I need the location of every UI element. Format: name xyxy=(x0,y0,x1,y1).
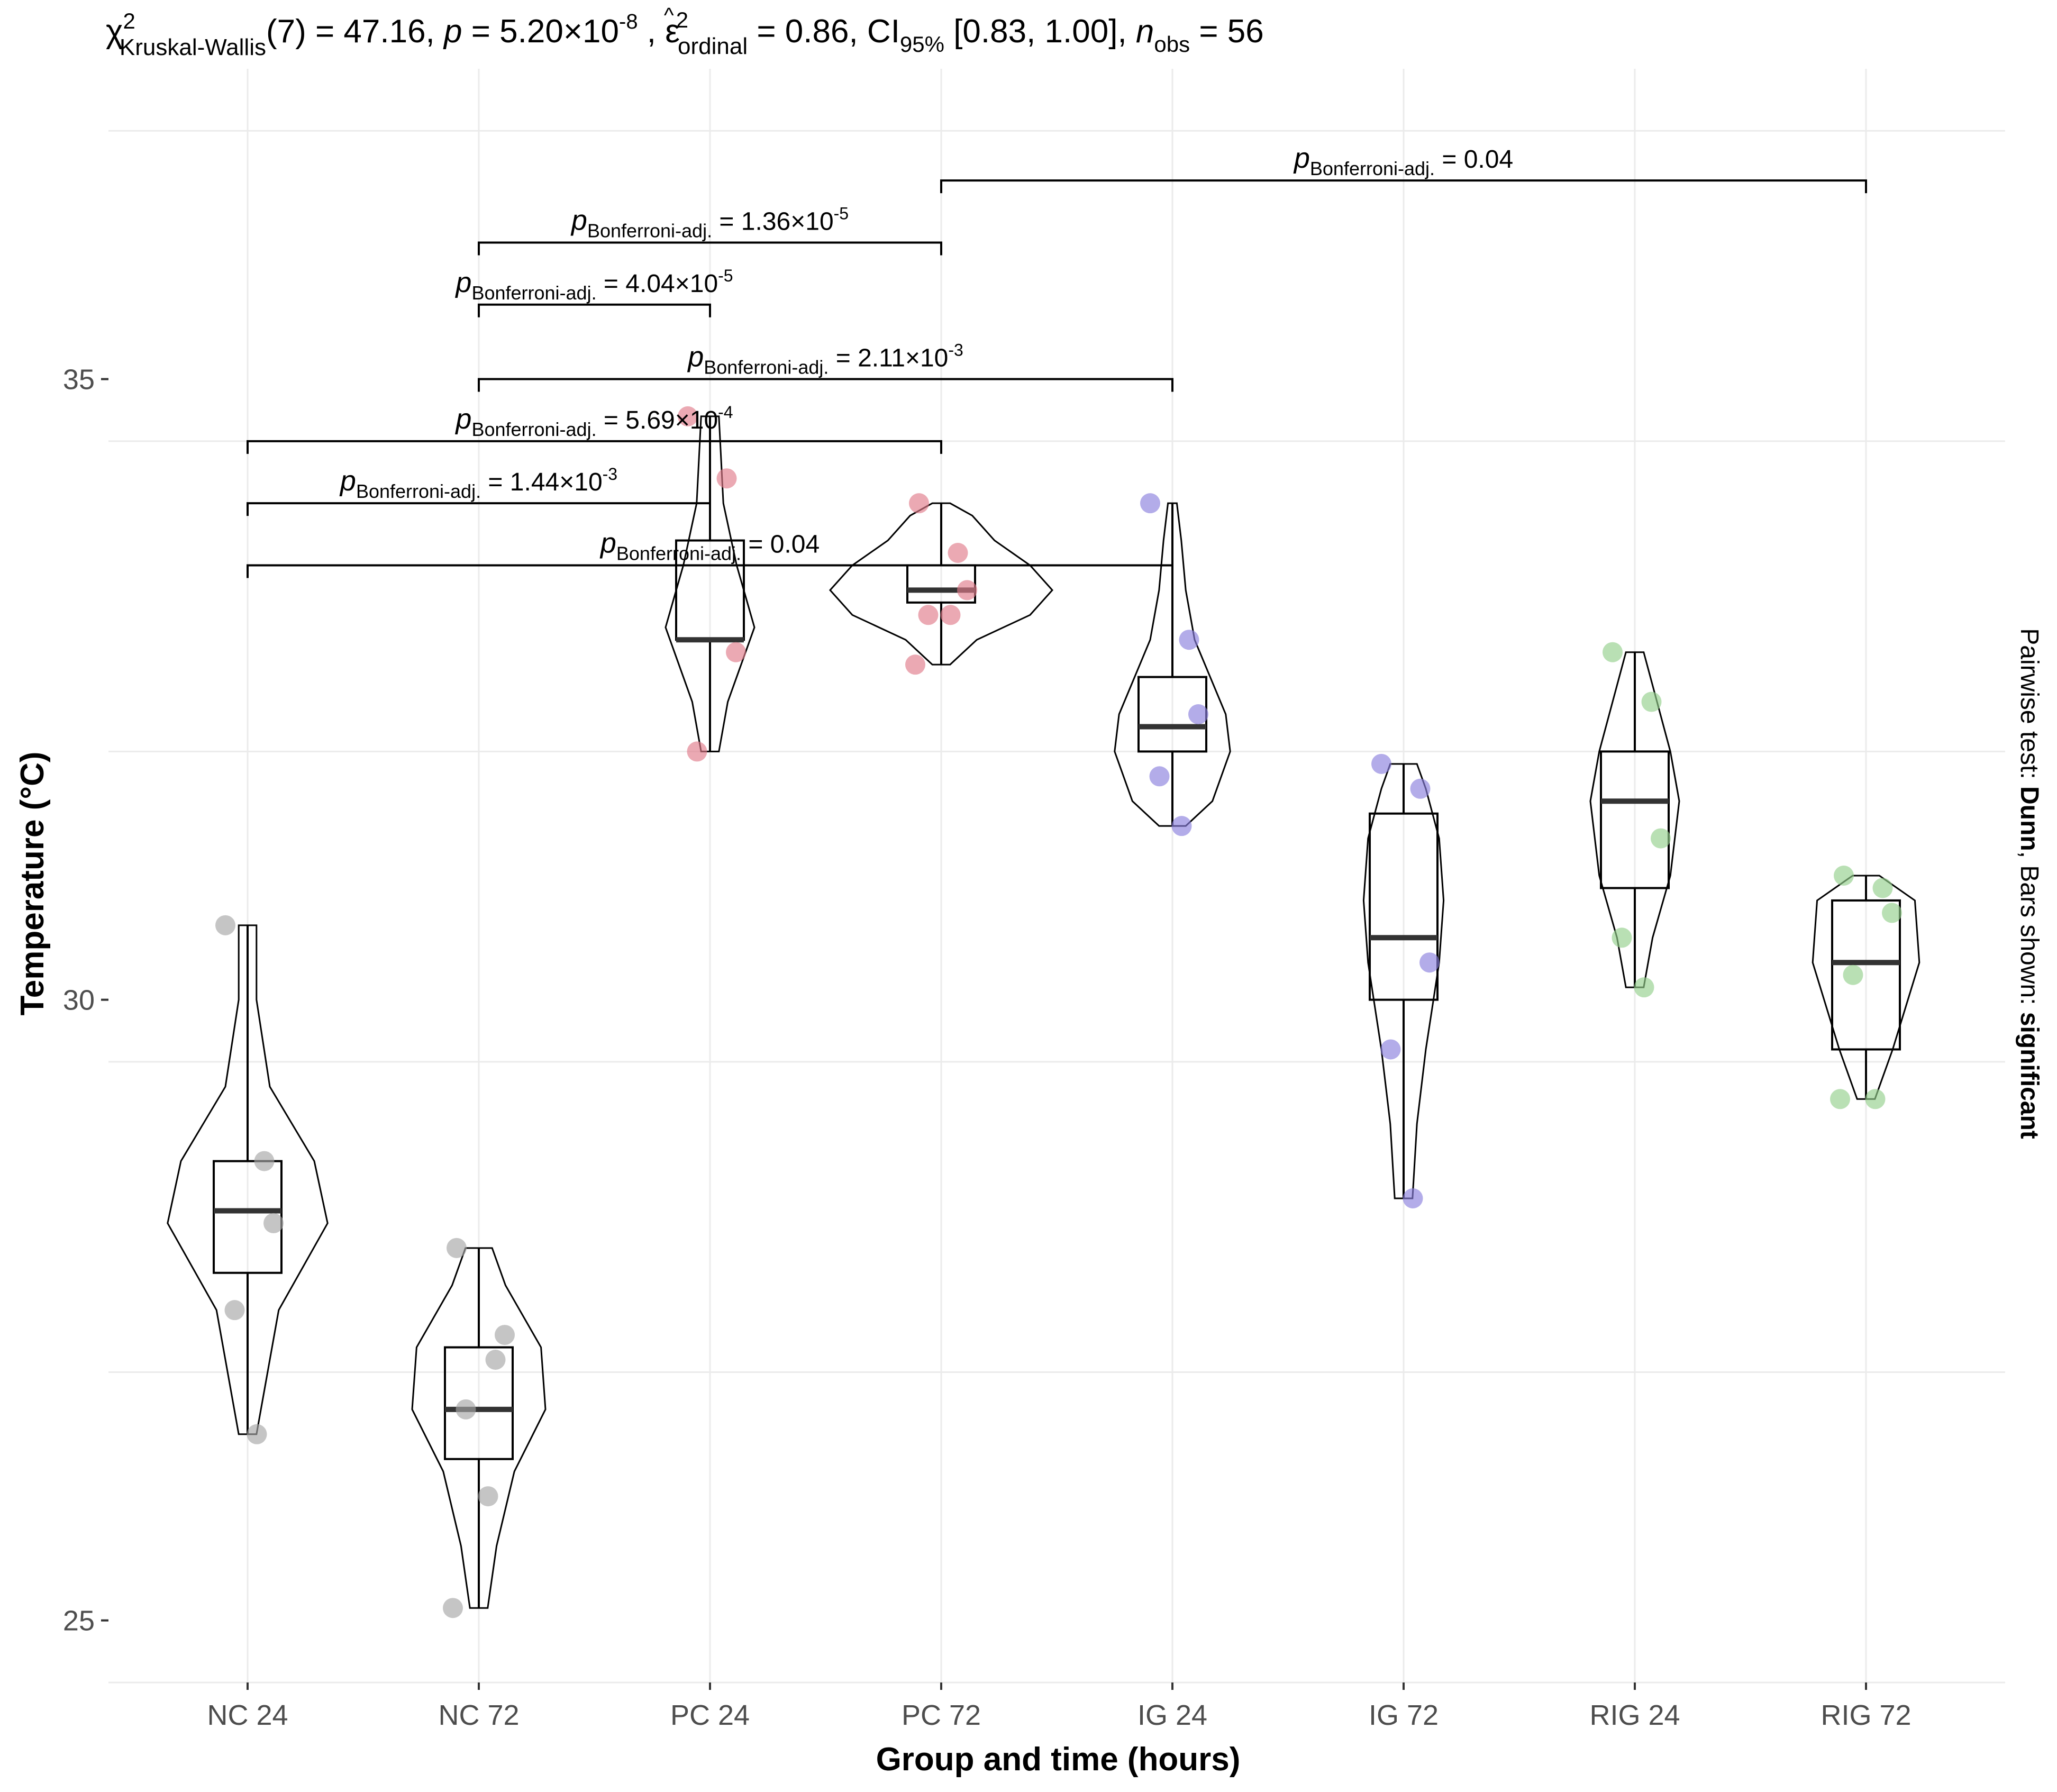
pairwise-p-label: pBonferroni-adj. = 1.44×10-3 xyxy=(339,465,617,502)
data-point xyxy=(478,1486,498,1507)
data-point xyxy=(1149,766,1170,787)
data-point xyxy=(224,1300,245,1321)
y-tick-label: 25 xyxy=(63,1605,95,1637)
right-caption: Pairwise test: Dunn, Bars shown: signifi… xyxy=(2015,628,2043,1139)
violin-shape xyxy=(829,502,1054,666)
box-layer xyxy=(213,416,1901,1608)
violin-shape xyxy=(1589,651,1680,988)
data-point xyxy=(456,1399,476,1420)
data-point xyxy=(1380,1039,1401,1060)
data-point xyxy=(948,543,968,563)
data-point xyxy=(254,1151,275,1171)
chart-title: χ2 Kruskal-Wallis(7) = 47.16, p = 5.20×10… xyxy=(106,4,1264,60)
data-point xyxy=(1371,753,1391,774)
data-point xyxy=(1603,642,1623,662)
data-point xyxy=(678,406,698,426)
data-point xyxy=(1641,692,1662,712)
data-point xyxy=(1140,493,1160,514)
x-tick-label: RIG 24 xyxy=(1589,1699,1680,1731)
axis-layer: 25 30 35 NC 24 NC 72 PC 24 PC 72 IG 24 IG 72 RIG … xyxy=(63,364,1912,1731)
pairwise-p-label: pBonferroni-adj. = 0.04 xyxy=(599,527,820,564)
data-point xyxy=(247,1424,267,1444)
data-point xyxy=(1179,630,1199,650)
x-tick-label: PC 72 xyxy=(902,1699,981,1731)
pairwise-bracket xyxy=(478,241,942,256)
data-point xyxy=(687,741,707,762)
x-tick-label: NC 24 xyxy=(207,1699,288,1731)
pairwise-p-label: pBonferroni-adj. = 4.04×10-5 xyxy=(454,266,733,304)
violin-shape xyxy=(167,924,329,1435)
iqr-box xyxy=(213,1160,283,1274)
data-point xyxy=(1834,866,1854,886)
data-point xyxy=(1612,927,1632,948)
data-point xyxy=(443,1598,463,1618)
pairwise-p-label: pBonferroni-adj. = 0.04 xyxy=(1293,142,1513,179)
data-point xyxy=(918,605,939,625)
x-tick-label: NC 72 xyxy=(438,1699,519,1731)
iqr-box xyxy=(1369,812,1439,1001)
pairwise-bracket xyxy=(478,303,711,317)
x-tick-label: PC 24 xyxy=(670,1699,750,1731)
data-point xyxy=(1419,952,1440,973)
violin-shape xyxy=(1114,502,1231,827)
data-point xyxy=(1843,965,1863,985)
data-point xyxy=(485,1350,506,1370)
pairwise-p-label: pBonferroni-adj. = 2.11×10-3 xyxy=(687,341,963,378)
data-point xyxy=(215,915,235,935)
data-point xyxy=(1872,878,1893,898)
iqr-box xyxy=(444,1346,514,1460)
data-point xyxy=(1188,704,1208,724)
x-tick-label: RIG 72 xyxy=(1821,1699,1911,1731)
pairwise-bracket xyxy=(478,378,1173,392)
data-point xyxy=(1171,816,1192,836)
points-layer xyxy=(215,406,1902,1618)
iqr-box xyxy=(1831,899,1901,1051)
x-tick-label: IG 24 xyxy=(1137,1699,1207,1731)
pairwise-brackets: pBonferroni-adj. = 0.04 pBonferroni-adj. … xyxy=(247,142,1867,578)
data-point xyxy=(263,1213,284,1233)
data-point xyxy=(1403,1188,1423,1208)
y-axis-title: Temperature (°C) xyxy=(14,751,51,1015)
x-tick-label: IG 72 xyxy=(1369,1699,1439,1731)
data-point xyxy=(1865,1089,1886,1109)
pairwise-bracket xyxy=(247,502,711,516)
y-tick-label: 30 xyxy=(63,985,95,1016)
grid-layer xyxy=(108,69,2005,1684)
data-point xyxy=(447,1238,467,1258)
data-point xyxy=(905,654,925,675)
data-point xyxy=(940,605,961,625)
data-point xyxy=(1830,1089,1850,1109)
data-point xyxy=(1634,977,1654,998)
pairwise-p-label: pBonferroni-adj. = 5.69×10-4 xyxy=(454,403,733,440)
data-point xyxy=(1651,828,1671,849)
violin-layer xyxy=(167,415,1921,1609)
iqr-box xyxy=(1600,750,1670,889)
data-point xyxy=(1882,903,1902,923)
data-point xyxy=(1410,778,1431,799)
pairwise-bracket xyxy=(940,179,1867,194)
violin-shape xyxy=(665,415,756,752)
data-point xyxy=(957,580,977,601)
data-point xyxy=(495,1325,515,1345)
data-point xyxy=(909,493,929,514)
pairwise-bracket xyxy=(247,564,1173,578)
pairwise-p-label: pBonferroni-adj. = 1.36×10-5 xyxy=(570,204,849,241)
data-point xyxy=(726,642,746,662)
pairwise-bracket xyxy=(247,440,942,454)
y-tick-label: 35 xyxy=(63,364,95,396)
x-axis-title: Group and time (hours) xyxy=(876,1741,1241,1778)
data-point xyxy=(716,468,737,489)
